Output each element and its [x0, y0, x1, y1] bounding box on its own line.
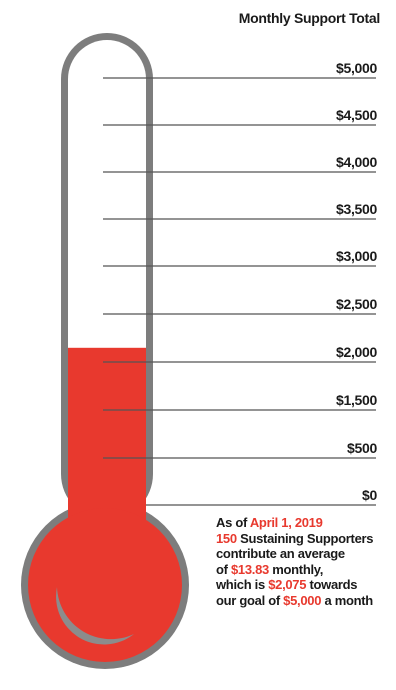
tick-label: $4,500: [335, 107, 377, 123]
summary-caption: As of April 1, 2019 150 Sustaining Suppo…: [216, 515, 396, 608]
tick-label: $4,000: [335, 154, 377, 170]
caption-average: $13.83: [230, 561, 269, 577]
thermometer-bulb: [21, 500, 189, 669]
caption-line-3: contribute an average: [216, 546, 345, 561]
caption-line-2: 150 Sustaining Supporters: [216, 530, 374, 546]
tick-label: $3,000: [335, 248, 377, 264]
caption-supporter-count: 150: [216, 530, 237, 546]
tick-label: $0: [362, 487, 377, 503]
caption-line-5: which is $2,075 towards: [216, 577, 358, 592]
caption-goal: $5,000: [283, 592, 322, 608]
tick-label: $2,000: [335, 344, 377, 360]
chart-title: Monthly Support Total: [238, 10, 381, 26]
caption-total: $2,075: [268, 577, 307, 592]
caption-line-4: of $13.83 monthly,: [216, 561, 324, 577]
tick-label: $5,000: [335, 60, 377, 76]
tick-label: $3,500: [335, 201, 377, 217]
caption-date: April 1, 2019: [249, 515, 323, 530]
crescent-highlight-icon: [56, 587, 134, 645]
tick-label: $1,500: [335, 392, 377, 408]
caption-line-6: our goal of $5,000 a month: [216, 592, 373, 608]
tick-lines: [103, 77, 376, 506]
tick-label: $2,500: [335, 296, 377, 312]
caption-line-1: As of April 1, 2019: [216, 515, 323, 530]
tick-label: $500: [347, 440, 377, 456]
